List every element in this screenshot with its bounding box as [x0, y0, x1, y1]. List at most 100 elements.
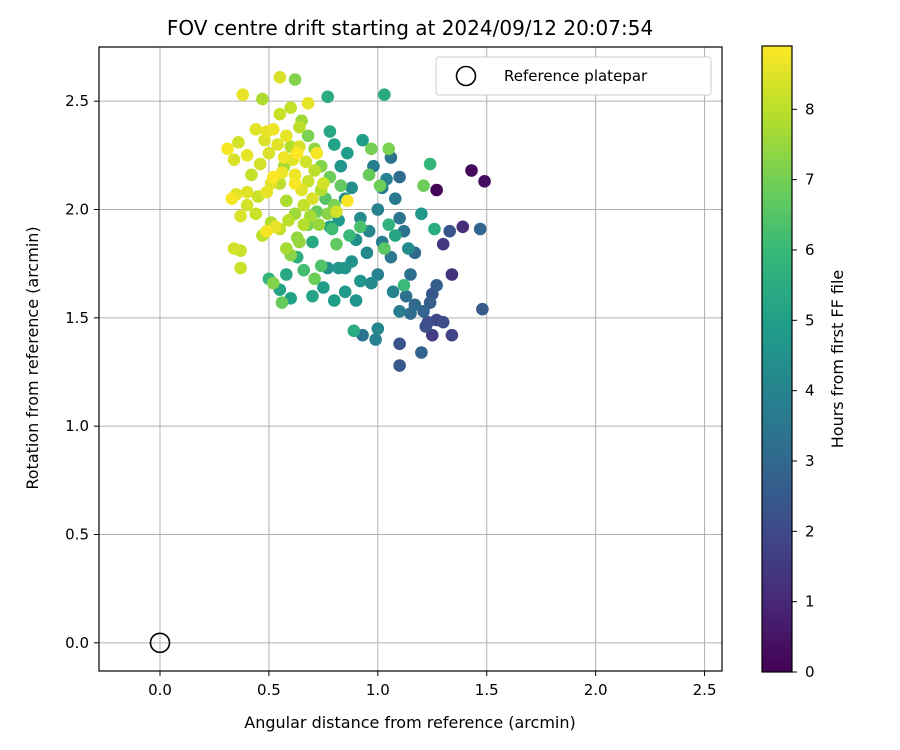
data-point [308, 164, 321, 177]
data-point [388, 229, 402, 242]
data-point [402, 242, 415, 255]
data-point [384, 250, 398, 264]
colorbar-tick-label: 1 [805, 593, 815, 611]
data-point [301, 129, 315, 143]
data-point [354, 211, 367, 225]
colorbar-tick-label: 3 [805, 452, 815, 470]
data-point [386, 285, 400, 299]
data-point [436, 315, 450, 329]
data-point [378, 88, 391, 101]
data-point [221, 142, 234, 156]
x-axis-label: Angular distance from reference (arcmin) [244, 713, 575, 732]
data-point [288, 168, 302, 182]
legend-label: Reference platepar [504, 67, 648, 85]
plot-frame [98, 46, 723, 672]
data-point [277, 151, 291, 164]
data-point [303, 209, 317, 223]
x-tick-label: 2.5 [693, 681, 717, 699]
data-point [456, 220, 470, 234]
data-point [393, 359, 406, 372]
data-point [282, 214, 295, 227]
data-point [297, 198, 311, 212]
data-point [345, 181, 358, 195]
data-point [327, 138, 341, 151]
data-point [364, 276, 378, 290]
data-point [234, 261, 247, 275]
data-point [341, 194, 354, 208]
data-point [266, 276, 280, 290]
data-point [266, 170, 280, 184]
data-point [317, 177, 330, 190]
data-point [349, 294, 363, 307]
y-tick-label: 1.5 [65, 309, 89, 327]
data-point [306, 192, 319, 205]
data-point [341, 146, 354, 160]
data-point [415, 346, 428, 359]
colorbar-label: Hours from first FF file [828, 270, 847, 449]
data-point [393, 211, 406, 225]
data-point [288, 177, 302, 190]
x-tick-label: 0.5 [257, 681, 281, 699]
data-point [280, 194, 293, 208]
data-point [227, 153, 241, 166]
data-point [280, 242, 293, 255]
data-point [423, 157, 437, 171]
data-point [330, 237, 343, 251]
data-point [417, 179, 430, 192]
data-point [262, 146, 276, 160]
data-point [399, 289, 413, 303]
data-point [260, 224, 274, 238]
axis-ticks: 0.0 0.5 1.0 1.5 2.0 2.5 0.0 0.5 1.0 1.5 2.0 2.5 [65, 92, 716, 699]
colorbar-tick-label: 4 [805, 382, 815, 400]
colorbar-tick-label: 2 [805, 522, 815, 540]
data-point [314, 259, 328, 273]
data-point [317, 281, 330, 294]
data-point [354, 274, 367, 288]
data-point [301, 175, 315, 188]
data-point [388, 192, 402, 205]
data-point [393, 337, 406, 351]
reference-platepar-marker [149, 632, 171, 654]
data-point [266, 123, 280, 136]
data-point [430, 279, 443, 292]
data-point [445, 328, 459, 342]
data-point [436, 237, 450, 251]
data-point [419, 320, 433, 333]
data-point [240, 149, 254, 162]
data-point [301, 97, 315, 110]
data-point [280, 268, 293, 281]
colorbar-fill [762, 46, 792, 672]
data-point [284, 101, 297, 114]
data-point [356, 133, 369, 147]
data-point [445, 268, 459, 281]
data-point [343, 229, 356, 242]
data-point [249, 123, 263, 136]
data-point [310, 146, 324, 160]
x-tick-label: 0.0 [148, 681, 172, 699]
data-point [465, 164, 478, 177]
data-point [225, 192, 239, 205]
y-tick-label: 1.0 [65, 417, 89, 435]
data-point [425, 328, 439, 342]
y-tick-label: 2.5 [65, 92, 89, 110]
data-point [382, 142, 396, 156]
data-point [308, 272, 321, 286]
data-point [362, 168, 376, 182]
data-point [280, 129, 293, 143]
x-tick-label: 1.5 [475, 681, 499, 699]
data-point [373, 179, 387, 192]
data-point [415, 207, 428, 221]
colorbar-tick-label: 6 [805, 241, 815, 259]
data-point [364, 142, 378, 156]
y-tick-label: 0.5 [65, 526, 89, 544]
colorbar: 0 1 2 3 4 5 6 7 8 Hours from first FF file [761, 45, 847, 681]
data-point [299, 155, 313, 169]
data-point [397, 279, 411, 292]
data-point [306, 235, 319, 249]
data-point [253, 157, 267, 171]
data-point [240, 198, 254, 212]
data-point [306, 289, 319, 303]
colorbar-tick-label: 5 [805, 311, 815, 329]
data-point [473, 222, 487, 236]
